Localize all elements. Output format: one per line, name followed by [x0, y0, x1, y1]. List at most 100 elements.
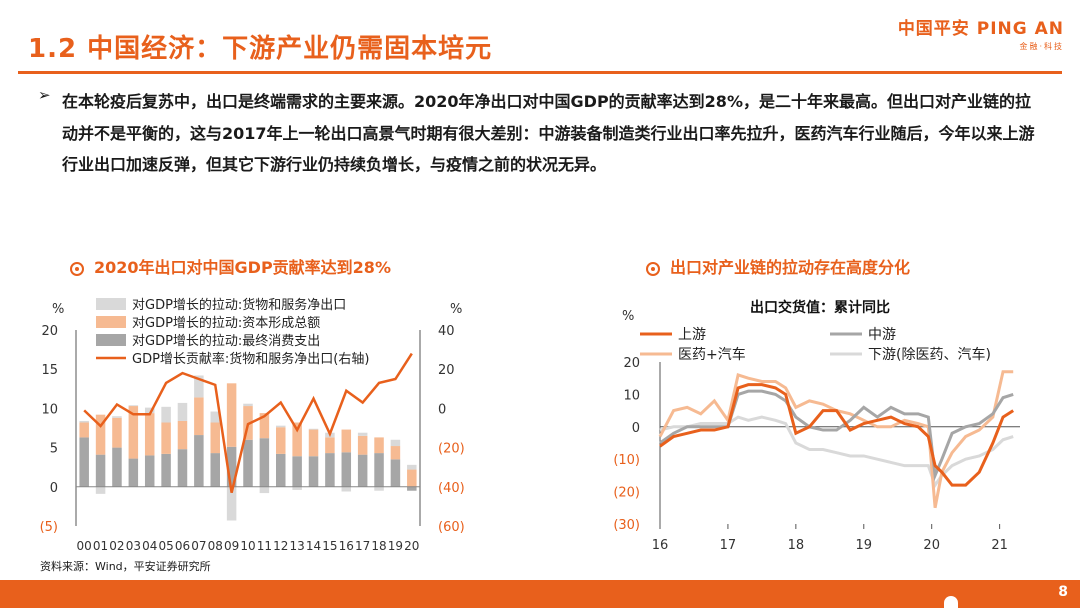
left-y-tick-label: 15 [41, 363, 58, 378]
y-tick-label: (10) [613, 453, 640, 468]
bar-segment [325, 437, 335, 454]
series-line [659, 415, 1014, 489]
bar-segment [177, 420, 188, 450]
logo-sub-text: 金融·科技 [1019, 42, 1064, 51]
bar-segment [374, 437, 384, 454]
right-y-tick-label: 20 [438, 363, 455, 378]
footer-logo-icon [944, 596, 958, 608]
x-tick-label: 03 [126, 539, 141, 553]
x-tick-label: 00 [77, 539, 92, 553]
bar-segment [161, 422, 171, 454]
x-tick-label: 19 [856, 538, 873, 553]
legend-swatch [96, 298, 126, 310]
x-tick-label: 16 [339, 539, 354, 553]
x-tick-label: 16 [652, 538, 669, 553]
legend-swatch [96, 334, 126, 346]
bar-segment [407, 486, 417, 491]
bar-segment [276, 427, 286, 454]
x-tick-label: 08 [208, 539, 223, 553]
y-tick-label: (30) [613, 518, 640, 533]
bullet-text: 在本轮疫后复苏中，出口是终端需求的主要来源。2020年净出口对中国GDP的贡献率… [62, 92, 1035, 174]
legend-label: 医药+汽车 [678, 346, 746, 363]
right-y-tick-label: 0 [438, 402, 446, 417]
bar-segment [308, 428, 319, 430]
bar-segment [79, 422, 89, 438]
bar-segment [128, 406, 139, 459]
legend-swatch [96, 316, 126, 328]
x-tick-label: 20 [923, 538, 940, 553]
bar-segment [144, 407, 155, 414]
bar-segment [341, 486, 352, 492]
x-tick-label: 15 [322, 539, 337, 553]
x-tick-label: 11 [257, 539, 272, 553]
x-tick-label: 17 [355, 539, 370, 553]
bar-segment [194, 397, 204, 436]
left-y-tick-label: 0 [50, 481, 58, 496]
target-icon [70, 262, 84, 276]
x-tick-label: 18 [788, 538, 805, 553]
x-tick-label: 17 [720, 538, 737, 553]
bar-segment [210, 411, 220, 423]
right-y-tick-label: (60) [438, 520, 465, 535]
bar-segment [374, 453, 384, 487]
legend-label: GDP增长贡献率:货物和服务净出口(右轴) [132, 351, 369, 367]
source-note: 资料来源：Wind，平安证券研究所 [40, 560, 211, 573]
right-y-tick-label: (40) [438, 481, 465, 496]
x-tick-label: 05 [158, 539, 173, 553]
bar-segment [259, 438, 270, 487]
bar-segment [144, 455, 155, 487]
bar-segment [357, 435, 368, 455]
page-title: 1.2 中国经济：下游产业仍需固本培元 [28, 34, 493, 64]
bar-segment [194, 375, 204, 398]
left-y-tick-label: 20 [41, 324, 58, 339]
bar-segment [210, 453, 220, 487]
bar-segment [276, 425, 286, 428]
bar-segment [194, 435, 204, 487]
bar-segment [79, 420, 89, 423]
x-tick-label: 10 [240, 539, 255, 553]
y-tick-label: 0 [632, 421, 640, 436]
bar-segment [357, 454, 368, 487]
x-tick-label: 01 [93, 539, 108, 553]
logo-main-text: 中国平安 PING AN [897, 19, 1064, 39]
x-tick-label: 20 [404, 539, 419, 553]
left-axis-unit: % [52, 302, 64, 317]
x-tick-label: 04 [142, 539, 157, 553]
bar-segment [259, 413, 270, 439]
bar-segment [259, 486, 270, 494]
bar-segment [177, 449, 188, 487]
legend-label: 对GDP增长的拉动:资本形成总额 [132, 315, 320, 331]
bar-segment [243, 439, 253, 487]
x-tick-label: 21 [991, 538, 1008, 553]
legend-label: 对GDP增长的拉动:最终消费支出 [132, 333, 320, 349]
y-tick-label: 20 [623, 356, 640, 371]
x-tick-label: 19 [388, 539, 403, 553]
footer-bar: 8 [0, 580, 1080, 608]
bar-segment [112, 447, 122, 487]
legend-label: 中游 [868, 327, 896, 343]
bar-segment [177, 402, 188, 421]
right-y-tick-label: 40 [438, 324, 455, 339]
bar-segment [95, 486, 106, 494]
left-chart-title: 2020年出口对中国GDP贡献率达到28% [70, 254, 391, 278]
x-tick-label: 09 [224, 539, 239, 553]
bar-segment [226, 446, 237, 487]
legend-label: 下游(除医药、汽车) [868, 346, 991, 363]
legend-label: 对GDP增长的拉动:货物和服务净出口 [132, 297, 346, 313]
x-tick-label: 14 [306, 539, 321, 553]
bar-segment [292, 422, 302, 457]
bar-segment [325, 453, 335, 487]
company-logo: 中国平安 PING AN 金融·科技 [898, 14, 1064, 52]
y-tick-label: (20) [613, 486, 640, 501]
right-chart-inner-title: 出口交货值：累计同比 [750, 299, 890, 316]
bullet-paragraph: ➢ 在本轮疫后复苏中，出口是终端需求的主要来源。2020年净出口对中国GDP的贡… [38, 86, 1042, 181]
target-icon [646, 262, 660, 276]
bar-segment [341, 452, 352, 487]
bar-segment [276, 453, 286, 487]
bar-segment [128, 458, 139, 487]
x-tick-label: 12 [273, 539, 288, 553]
bar-segment [95, 414, 106, 455]
x-tick-label: 13 [290, 539, 305, 553]
bar-segment [128, 405, 139, 407]
bar-segment [308, 429, 319, 457]
